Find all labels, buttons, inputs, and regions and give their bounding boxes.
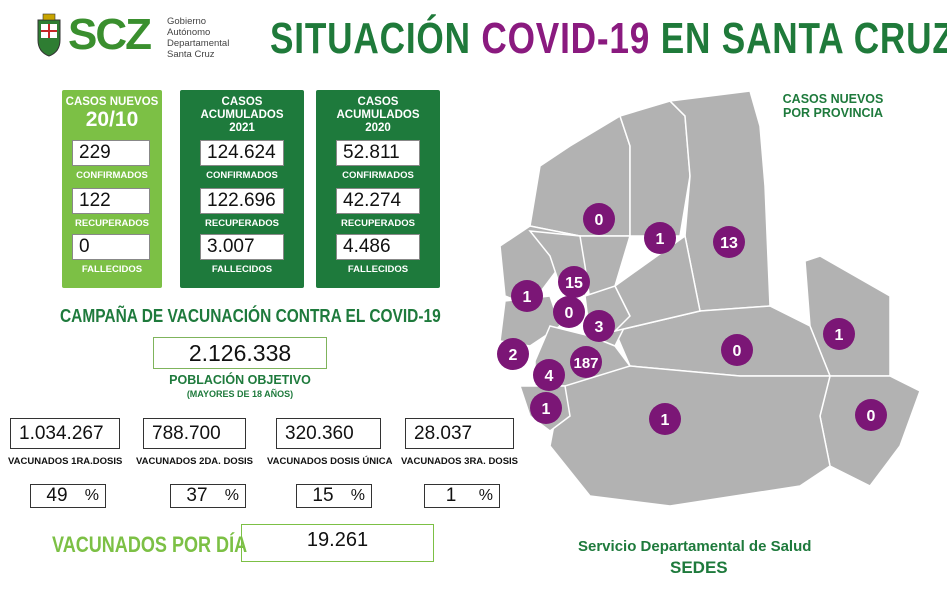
deceased-value: 4.486 [336,234,420,260]
province-marker [558,266,590,298]
province-marker [570,346,602,378]
cumulative-2020-panel: CASOS ACUMULADOS 2020 52.811 CONFIRMADOS … [316,90,440,288]
campaign-title: CAMPAÑA DE VACUNACIÓN CONTRA EL COVID-19 [60,306,441,326]
vaccinated-single-dose-label: VACUNADOS DOSIS ÚNICA [267,456,393,467]
province-case-count: 187 [573,355,598,372]
panel-header: CASOS ACUMULADOS [336,96,420,121]
panel-year: 2021 [229,122,255,134]
vaccinated-single-dose-value: 320.360 [276,418,381,449]
province-case-count: 13 [720,235,738,252]
panel-header: CASOS NUEVOS [65,96,159,108]
logo-subtitle: Gobierno Autónomo Departamental Santa Cr… [167,16,230,60]
recovered-value: 122.696 [200,188,284,214]
deceased-value: 3.007 [200,234,284,260]
footer-organization: Servicio Departamental de Salud [578,538,812,555]
target-population-note: (MAYORES DE 18 AÑOS) [186,389,294,399]
panel-header: CASOS ACUMULADOS [200,96,284,121]
province-case-count: 0 [867,408,876,425]
vaccinated-dose2-label: VACUNADOS 2DA. DOSIS [136,456,254,467]
coat-of-arms-icon [37,13,61,57]
map-title: CASOS NUEVOS POR PROVINCIA [782,92,884,120]
province-marker [511,280,543,312]
province-case-count: 0 [595,212,604,229]
vaccinated-dose3-label: VACUNADOS 3RA. DOSIS [401,456,519,467]
single-dose-percent: 15% [296,484,372,508]
province-marker [533,359,565,391]
confirmed-value: 124.624 [200,140,284,166]
province-marker [583,310,615,342]
recovered-value: 122 [72,188,150,214]
province-marker [644,222,676,254]
per-day-value: 19.261 [241,524,434,562]
deceased-label: FALLECIDOS [81,264,143,275]
vaccinated-dose2-value: 788.700 [143,418,246,449]
dose1-percent: 49% [30,484,106,508]
recovered-value: 42.274 [336,188,420,214]
footer-acronym: SEDES [670,558,728,577]
province-marker [855,399,887,431]
dose3-percent: 1% [424,484,500,508]
confirmed-value: 52.811 [336,140,420,166]
vaccinated-dose3-value: 28.037 [405,418,514,449]
deceased-label: FALLECIDOS [347,264,409,275]
province-case-count: 1 [656,231,665,248]
confirmed-label: CONFIRMADOS [342,170,414,181]
province-case-count: 1 [661,412,670,429]
province-case-count: 4 [545,368,554,385]
province-region [819,375,921,487]
province-marker [583,203,615,235]
confirmed-label: CONFIRMADOS [76,170,148,181]
province-case-count: 1 [542,401,551,418]
province-case-count: 0 [565,305,574,322]
province-map: 0 1 13 15 1 0 3 2 187 4 1 0 1 1 0 [497,90,921,507]
province-case-count: 1 [835,327,844,344]
dose2-percent: 37% [170,484,246,508]
confirmed-value: 229 [72,140,150,166]
target-population-label: POBLACIÓN OBJETIVO [169,373,311,387]
province-case-count: 2 [509,347,518,364]
recovered-label: RECUPERADOS [75,218,149,229]
province-marker [713,226,745,258]
cumulative-2021-panel: CASOS ACUMULADOS 2021 124.624 CONFIRMADOS… [180,90,304,288]
confirmed-label: CONFIRMADOS [206,170,278,181]
province-case-count: 3 [595,319,604,336]
province-marker [530,392,562,424]
page-title: SITUACIÓN COVID-19 EN SANTA CRUZ [270,14,947,63]
vaccinated-dose1-label: VACUNADOS 1RA.DOSIS [8,456,123,467]
province-marker [823,318,855,350]
new-cases-panel: CASOS NUEVOS 20/10 229 CONFIRMADOS 122 RE… [62,90,162,288]
per-day-label: VACUNADOS POR DÍA [52,532,248,557]
province-marker [649,403,681,435]
recovered-label: RECUPERADOS [205,218,279,229]
panel-date: 20/10 [85,108,139,131]
province-marker [721,334,753,366]
province-marker [553,296,585,328]
province-region [619,100,691,237]
province-case-count: 0 [733,343,742,360]
logo-brand: SCZ [68,10,152,59]
province-case-count: 1 [523,289,532,306]
province-region [529,114,631,237]
province-region [549,365,831,507]
province-marker [497,338,529,370]
deceased-label: FALLECIDOS [211,264,273,275]
vaccinated-dose1-value: 1.034.267 [10,418,120,449]
panel-year: 2020 [365,122,391,134]
deceased-value: 0 [72,234,150,260]
target-population-value: 2.126.338 [153,337,327,369]
recovered-label: RECUPERADOS [341,218,415,229]
province-case-count: 15 [565,275,583,292]
